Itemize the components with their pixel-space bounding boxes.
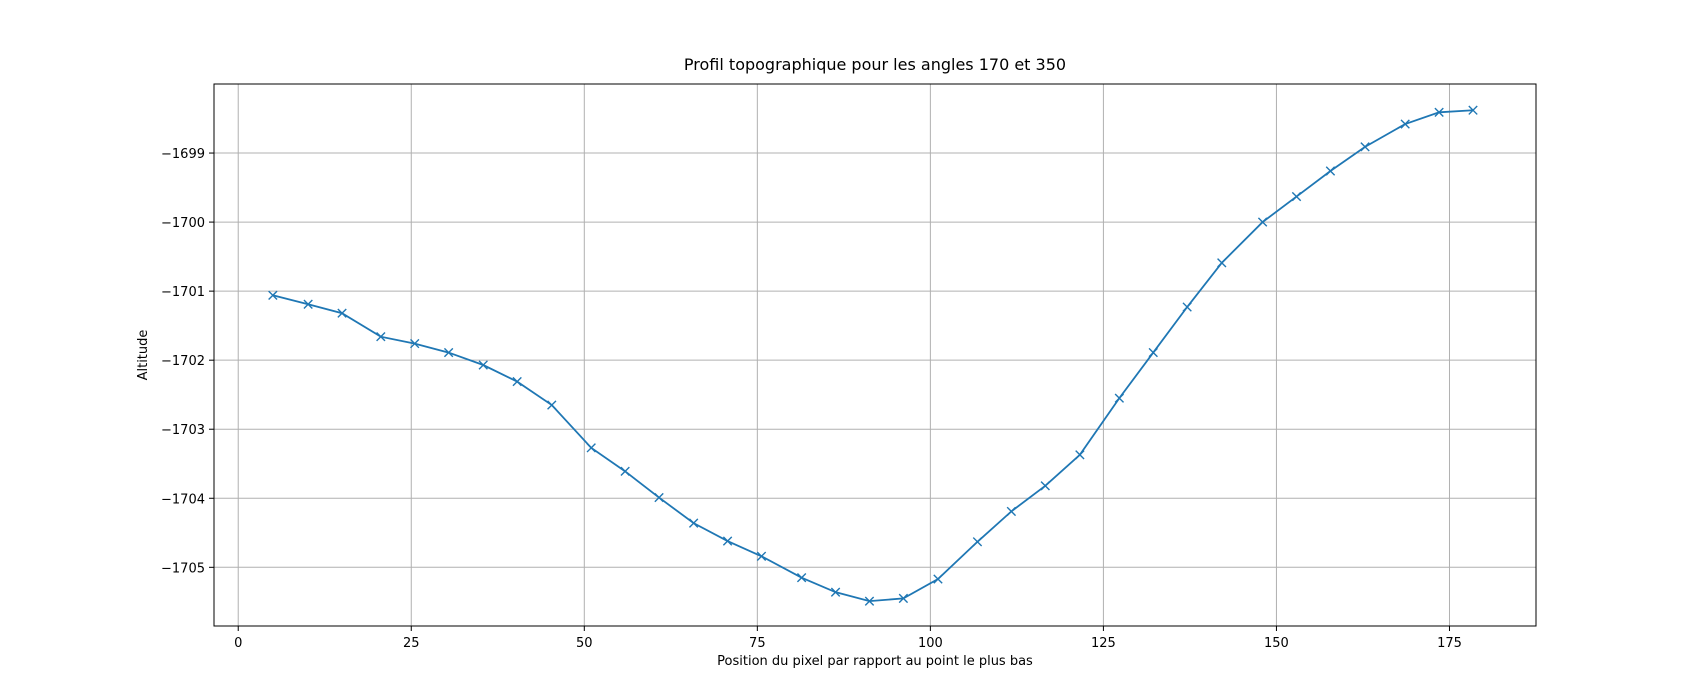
y-tick-label: −1705 bbox=[161, 561, 205, 576]
data-point-marker bbox=[933, 574, 943, 584]
x-tick-label: 125 bbox=[1091, 636, 1116, 651]
data-point-marker bbox=[1325, 166, 1336, 176]
y-tick-label: −1702 bbox=[161, 354, 205, 369]
data-point-marker bbox=[898, 593, 909, 604]
x-tick-label: 150 bbox=[1264, 636, 1289, 651]
y-tick-label: −1700 bbox=[161, 216, 205, 231]
data-point-marker bbox=[478, 360, 488, 370]
x-tick-label: 100 bbox=[918, 636, 943, 651]
data-point-marker bbox=[654, 492, 664, 503]
data-point-marker bbox=[376, 332, 386, 342]
x-tick-label: 0 bbox=[234, 636, 242, 651]
x-axis: 0 25 50 75 100 125 150 175 bbox=[234, 626, 1462, 651]
data-point-marker bbox=[586, 443, 596, 453]
y-tick-label: −1704 bbox=[161, 492, 205, 507]
data-point-marker bbox=[1360, 142, 1370, 152]
data-point-marker bbox=[1291, 191, 1302, 202]
plot-frame bbox=[213, 83, 1537, 627]
data-point-marker bbox=[1217, 258, 1227, 268]
x-tick-label: 75 bbox=[749, 636, 766, 651]
data-point-marker bbox=[337, 308, 347, 318]
y-tick-label: −1703 bbox=[161, 423, 205, 438]
y-axis-label: Altitude bbox=[136, 330, 151, 381]
data-point-marker bbox=[268, 290, 278, 300]
data-point-marker bbox=[830, 587, 841, 597]
data-point-marker bbox=[1468, 105, 1478, 115]
data-point-marker bbox=[547, 400, 557, 410]
data-point-marker bbox=[688, 518, 699, 528]
data-point-marker bbox=[410, 338, 420, 349]
data-point-marker bbox=[1148, 347, 1158, 358]
data-point-marker bbox=[1006, 506, 1017, 517]
data-point-marker bbox=[864, 596, 875, 606]
data-point-marker bbox=[756, 551, 767, 561]
data-point-marker bbox=[1257, 217, 1268, 227]
gridlines bbox=[214, 84, 1536, 626]
data-point-marker bbox=[796, 572, 807, 583]
data-point-marker bbox=[972, 537, 983, 547]
data-point-marker bbox=[512, 376, 522, 387]
data-point-marker bbox=[303, 299, 313, 309]
data-point-marker bbox=[620, 466, 630, 477]
data-point-marker bbox=[1114, 393, 1125, 403]
data-point-marker bbox=[443, 347, 454, 358]
data-point-marker bbox=[1075, 450, 1085, 460]
x-tick-label: 25 bbox=[403, 636, 420, 651]
plot-area bbox=[268, 105, 1478, 606]
data-point-marker bbox=[1040, 481, 1050, 491]
chart-title: Profil topographique pour les angles 170… bbox=[684, 55, 1066, 74]
y-axis: −1705 −1704 −1703 −1702 −1701 −1700 −1699 bbox=[161, 147, 214, 576]
y-tick-label: −1699 bbox=[161, 147, 205, 162]
y-tick-label: −1701 bbox=[161, 285, 205, 300]
data-point-marker bbox=[1182, 302, 1192, 312]
data-point-marker bbox=[1400, 119, 1410, 129]
x-axis-label: Position du pixel par rapport au point l… bbox=[717, 654, 1033, 669]
x-tick-label: 50 bbox=[576, 636, 593, 651]
data-point-marker bbox=[1434, 107, 1444, 118]
x-tick-label: 175 bbox=[1437, 636, 1462, 651]
data-point-marker bbox=[722, 536, 733, 546]
